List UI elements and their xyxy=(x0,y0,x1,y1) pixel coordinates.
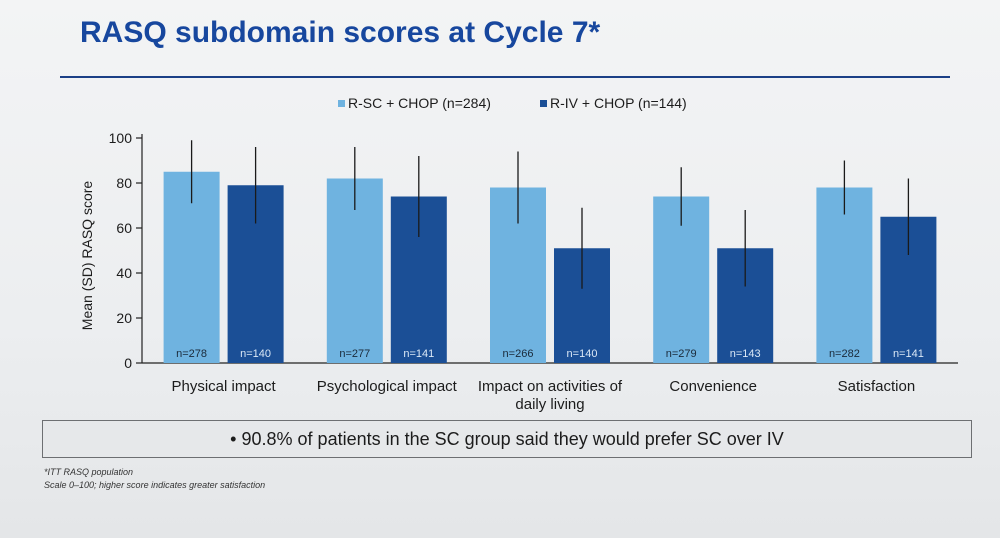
category-label: daily living xyxy=(515,396,584,413)
footnotes: *ITT RASQ population Scale 0–100; higher… xyxy=(44,466,265,492)
legend-swatch xyxy=(540,100,547,107)
y-axis-title: Mean (SD) RASQ score xyxy=(79,181,95,331)
category-label: Satisfaction xyxy=(838,378,916,395)
callout-text: • 90.8% of patients in the SC group said… xyxy=(230,429,784,450)
y-tick-label: 80 xyxy=(116,175,132,191)
legend-label: R-SC + CHOP (n=284) xyxy=(348,95,491,111)
legend-label: R-IV + CHOP (n=144) xyxy=(550,95,687,111)
chart-bars xyxy=(163,140,937,363)
footnote-scale: Scale 0–100; higher score indicates grea… xyxy=(44,480,266,490)
bar-n-label: n=141 xyxy=(893,348,924,360)
bar xyxy=(163,171,220,363)
footnote-population: *ITT RASQ population xyxy=(44,467,134,477)
callout-statement: 90.8% of patients in the SC group said t… xyxy=(241,428,784,449)
chart-labels: n=278 n=140 Physical impact n=277 n=141 Psych… xyxy=(171,348,923,413)
y-tick-label: 0 xyxy=(124,355,132,371)
bar-n-label: n=282 xyxy=(829,348,860,360)
bar-n-label: n=277 xyxy=(339,348,370,360)
category-label: Psychological impact xyxy=(317,378,458,395)
legend-swatch xyxy=(338,100,345,107)
bullet: • xyxy=(230,428,237,449)
chart-legend: R-SC + CHOP (n=284) R-IV + CHOP (n=144) xyxy=(338,95,687,111)
category-label: Convenience xyxy=(669,378,757,395)
bar xyxy=(816,187,873,363)
callout-box: • 90.8% of patients in the SC group said… xyxy=(42,420,972,458)
category-label: Physical impact xyxy=(171,378,276,395)
bar-n-label: n=279 xyxy=(666,348,697,360)
category-label: Impact on activities of xyxy=(478,378,623,395)
bar-n-label: n=278 xyxy=(176,348,207,360)
slide-title: RASQ subdomain scores at Cycle 7* xyxy=(80,16,601,49)
bar-n-label: n=140 xyxy=(567,348,598,360)
y-tick-label: 20 xyxy=(116,310,132,326)
bar-n-label: n=140 xyxy=(240,348,271,360)
y-tick-label: 60 xyxy=(116,220,132,236)
y-tick-label: 40 xyxy=(116,265,132,281)
title-divider xyxy=(60,76,950,78)
bar-n-label: n=266 xyxy=(503,348,534,360)
bar-n-label: n=143 xyxy=(730,348,761,360)
bar-n-label: n=141 xyxy=(403,348,434,360)
y-tick-label: 100 xyxy=(109,130,133,146)
